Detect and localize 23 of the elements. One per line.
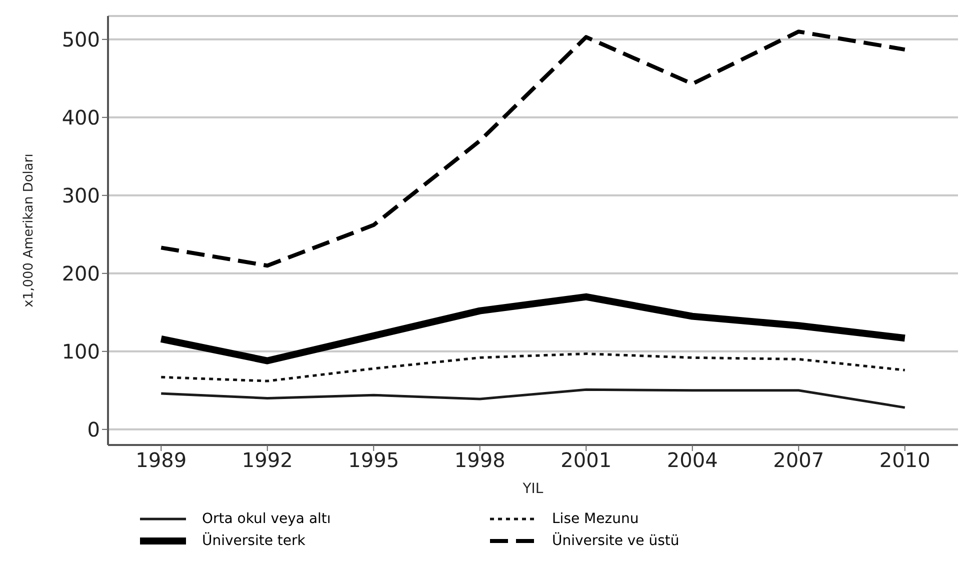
line-series [160, 388, 906, 409]
x-tick-label: 1998 [454, 448, 506, 472]
y-tick-label: 300 [62, 184, 100, 208]
x-tick-label: 1989 [136, 448, 187, 472]
x-tick-label: 2010 [879, 448, 930, 472]
x-tick-label: 1995 [348, 448, 400, 472]
legend-label: Orta okul veya altı [202, 511, 331, 527]
y-tick-label: 400 [62, 106, 100, 130]
y-tick-label: 100 [62, 340, 100, 364]
legend-label: Lise Mezunu [552, 511, 639, 527]
y-tick-label: 500 [62, 28, 100, 52]
y-tick-label: 200 [62, 262, 100, 286]
x-tick-label: 2007 [773, 448, 824, 472]
line-series [159, 30, 907, 268]
x-axis-title: YIL [522, 481, 544, 497]
legend-label: Üniversite ve üstü [552, 533, 680, 549]
y-axis-title: x1,000 Amerikan Doları [22, 154, 37, 308]
x-tick-label: 2004 [666, 448, 718, 472]
x-tick-label: 2001 [560, 448, 612, 472]
legend-label: Üniversite terk [202, 533, 306, 549]
x-tick-label: 1992 [242, 448, 293, 472]
line-series [160, 352, 906, 382]
y-tick-label: 0 [87, 418, 100, 442]
